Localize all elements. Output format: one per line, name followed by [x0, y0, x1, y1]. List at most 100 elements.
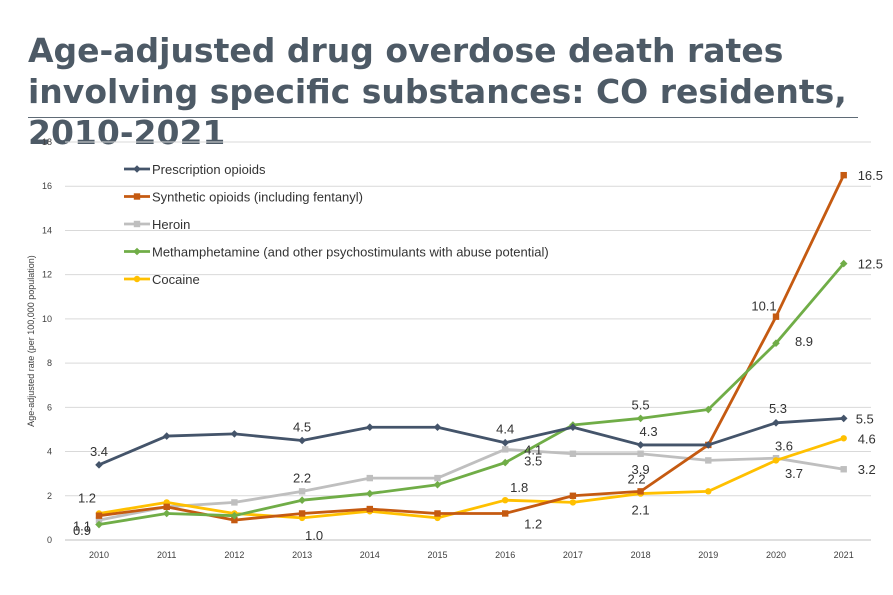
data-point-methamphetamine — [501, 458, 509, 467]
legend-item: Synthetic opioids (including fentanyl) — [124, 190, 363, 205]
x-tick-label: 2011 — [157, 550, 176, 560]
y-tick-label: 4 — [47, 447, 52, 457]
data-point-methamphetamine — [839, 259, 848, 268]
legend-marker — [133, 220, 141, 228]
data-point-methamphetamine — [433, 480, 442, 489]
data-label: 2.2 — [628, 471, 646, 486]
series-synthetic — [95, 171, 847, 524]
data-label: 3.7 — [785, 466, 803, 481]
legend-item: Methamphetamine (and other psychostimula… — [124, 245, 549, 260]
x-tick-label: 2015 — [427, 550, 447, 560]
data-point-cocaine — [772, 457, 780, 464]
series-line-prescription — [98, 416, 844, 467]
data-point-methamphetamine — [298, 496, 306, 504]
x-tick-label: 2013 — [292, 550, 312, 560]
x-tick-label: 2010 — [89, 550, 109, 560]
data-label: 4.3 — [640, 424, 658, 439]
series-line-synthetic — [98, 174, 845, 522]
legend-marker — [133, 193, 141, 200]
y-axis-ticks: 0 2 4 6 8 10 12 14 16 18 — [42, 137, 52, 545]
data-point-heroin — [366, 474, 373, 482]
data-point-synthetic — [772, 313, 780, 320]
data-label: 4.4 — [496, 422, 514, 437]
gridlines — [65, 141, 871, 541]
series-prescription — [95, 414, 848, 469]
data-point-prescription — [95, 461, 103, 469]
data-point-prescription — [772, 419, 780, 427]
data-point-synthetic — [502, 510, 509, 517]
data-point-prescription — [569, 423, 577, 432]
series-line-cocaine — [98, 436, 845, 520]
data-label: 0.9 — [73, 523, 91, 538]
series-cocaine — [95, 435, 847, 522]
data-point-methamphetamine — [162, 509, 171, 518]
x-tick-label: 2012 — [224, 550, 244, 560]
legend-label: Methamphetamine (and other psychostimula… — [152, 245, 549, 260]
data-label: 5.5 — [632, 397, 650, 412]
legend-item: Prescription opioids — [124, 162, 266, 177]
data-point-heroin — [434, 474, 441, 482]
legend: Prescription opioids Synthetic opioids (i… — [124, 162, 549, 287]
y-tick-label: 12 — [42, 270, 52, 280]
data-label: 3.6 — [775, 438, 793, 453]
data-point-heroin — [637, 450, 644, 457]
data-point-synthetic — [637, 488, 644, 495]
data-point-prescription — [298, 436, 306, 445]
legend-marker — [133, 247, 141, 256]
data-label: 4.6 — [858, 431, 876, 446]
data-point-methamphetamine — [636, 414, 645, 423]
data-label: 1.1 — [73, 519, 91, 534]
data-point-heroin — [840, 466, 847, 473]
data-point-cocaine — [502, 497, 509, 504]
data-point-synthetic — [840, 171, 847, 179]
data-point-heroin — [95, 516, 103, 524]
x-tick-label: 2016 — [495, 550, 515, 560]
data-point-heroin — [705, 457, 712, 464]
data-point-heroin — [298, 488, 306, 495]
data-label: 16.5 — [858, 168, 883, 183]
title-divider — [28, 117, 858, 118]
x-tick-label: 2018 — [631, 550, 651, 560]
x-axis-ticks: 2010 2011 2012 2013 2014 2015 2016 2017 2018 2019… — [89, 550, 854, 560]
data-label: 2.2 — [293, 470, 311, 485]
y-tick-label: 10 — [42, 314, 52, 324]
x-tick-label: 2014 — [360, 550, 380, 560]
y-tick-label: 18 — [42, 137, 52, 147]
data-point-synthetic — [231, 516, 238, 524]
data-point-synthetic — [163, 503, 170, 511]
data-point-methamphetamine — [230, 511, 239, 520]
data-point-prescription — [501, 438, 509, 447]
data-point-heroin — [231, 499, 238, 506]
x-tick-label: 2021 — [834, 550, 854, 560]
data-point-methamphetamine — [772, 339, 780, 348]
data-point-cocaine — [705, 488, 712, 495]
x-tick-label: 2019 — [698, 550, 718, 560]
data-label: 1.0 — [305, 528, 323, 543]
data-label: 3.9 — [632, 462, 650, 477]
data-point-synthetic — [95, 512, 103, 519]
data-point-prescription — [230, 430, 239, 438]
data-point-prescription — [839, 414, 848, 423]
series-line-methamphetamine — [98, 262, 845, 526]
y-axis-label: Age-adjusted rate (per 100,000 populatio… — [26, 255, 36, 427]
data-label: 1.2 — [78, 490, 96, 505]
data-label: 3.2 — [858, 462, 876, 477]
data-point-heroin — [502, 446, 509, 453]
data-label: 1.2 — [524, 516, 542, 531]
x-tick-label: 2020 — [766, 550, 786, 560]
legend-item: Heroin — [124, 217, 190, 232]
y-tick-label: 16 — [42, 181, 52, 191]
data-label: 3.5 — [524, 454, 542, 469]
data-labels: 3.4 4.5 4.4 4.3 5.3 5.5 1.1 1.2 2.2 10.1 16.5 0.9 2.… — [73, 168, 883, 543]
data-label: 3.4 — [90, 444, 108, 459]
data-point-cocaine — [840, 435, 847, 442]
data-point-cocaine — [569, 499, 577, 506]
series-line-heroin — [98, 447, 844, 522]
legend-marker — [133, 165, 141, 173]
y-tick-label: 2 — [47, 491, 52, 501]
data-point-synthetic — [569, 492, 577, 499]
y-tick-label: 8 — [47, 358, 52, 368]
data-point-synthetic — [434, 510, 441, 517]
legend-label: Heroin — [152, 217, 190, 232]
